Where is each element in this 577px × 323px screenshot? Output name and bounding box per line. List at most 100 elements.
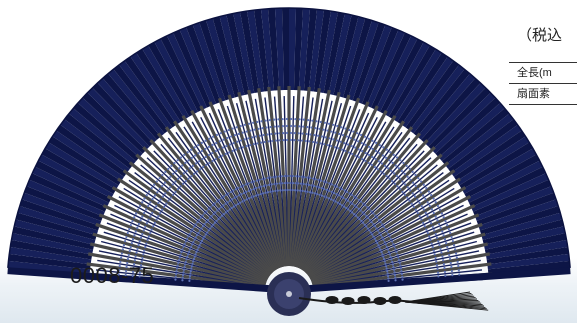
- lace-dot: [179, 156, 183, 159]
- fan-segment: [431, 92, 496, 154]
- lace-dot: [358, 218, 361, 221]
- lace-dot: [139, 236, 143, 239]
- lace-dot: [451, 274, 454, 277]
- lace-dot: [318, 186, 321, 189]
- lace-dot: [173, 161, 176, 165]
- lace-dot: [247, 189, 250, 192]
- lace-dot: [414, 173, 417, 177]
- lace-dot: [237, 186, 240, 189]
- lace-dot: [215, 133, 219, 137]
- lace-dot: [400, 169, 403, 173]
- lace-dot: [141, 256, 144, 260]
- lace-dot: [277, 175, 281, 178]
- fan-rib: [300, 114, 397, 271]
- lace-dot: [452, 244, 456, 247]
- lace-dot: [259, 192, 262, 196]
- lace-dot: [354, 154, 357, 157]
- fan-segment: [487, 253, 570, 270]
- lace-dot: [283, 174, 286, 178]
- lace-dot: [153, 221, 156, 224]
- lace-dot: [228, 208, 231, 211]
- fan-segment: [453, 130, 526, 182]
- lace-dot: [145, 208, 148, 211]
- fan-segment: [267, 8, 280, 91]
- lace-dot: [285, 117, 288, 121]
- lace-dot: [128, 249, 131, 253]
- lace-dot: [342, 196, 345, 200]
- lace-dot: [340, 204, 344, 207]
- lace-dot: [418, 215, 421, 218]
- fan-rib: [305, 153, 443, 276]
- lace-dot: [258, 134, 261, 137]
- lace-dot: [197, 246, 200, 249]
- lace-dot: [356, 216, 359, 219]
- lace-dot: [340, 195, 343, 198]
- lace-dot: [184, 260, 187, 264]
- fan-segment: [482, 219, 564, 245]
- lace-dot: [398, 261, 401, 264]
- lace-dot: [258, 178, 261, 181]
- lace-dot: [320, 187, 323, 190]
- lace-dot: [439, 247, 442, 250]
- lace-dot: [431, 225, 434, 228]
- lace-dot: [347, 208, 350, 211]
- lace-dot: [394, 279, 397, 282]
- lace-dot: [188, 274, 192, 278]
- lace-dot: [398, 188, 402, 191]
- lace-dot: [386, 272, 389, 275]
- lace-dot: [284, 188, 287, 192]
- lace-dot: [400, 270, 403, 273]
- lace-dot: [137, 222, 140, 226]
- lace-dot: [239, 139, 243, 142]
- lace-dot: [345, 190, 349, 194]
- lace-dot: [332, 138, 335, 141]
- lace-dot: [332, 123, 335, 126]
- lace-dot: [412, 205, 415, 208]
- lace-dot: [254, 135, 258, 138]
- lace-dot: [419, 191, 422, 194]
- lace-dot: [433, 229, 436, 232]
- lace-dot: [281, 189, 284, 192]
- lace-dot: [305, 132, 308, 136]
- lace-dot: [333, 184, 336, 187]
- lace-dot: [228, 151, 231, 154]
- lace-dot: [266, 133, 269, 136]
- lace-dot: [299, 189, 302, 192]
- tassel-bead: [388, 296, 402, 304]
- lace-dot: [204, 155, 207, 159]
- lace-dot: [271, 190, 275, 193]
- lace-dot: [256, 142, 259, 145]
- lace-dot: [219, 132, 222, 135]
- lace-dot: [272, 175, 275, 179]
- lace-dot: [349, 201, 352, 204]
- lace-dot: [163, 205, 166, 208]
- lace-dot: [340, 148, 344, 151]
- lace-dot: [438, 222, 441, 226]
- lace-dot: [231, 149, 234, 153]
- fan-segment: [52, 130, 125, 182]
- lace-dot: [126, 257, 130, 261]
- lace-dot: [385, 230, 388, 233]
- fan-rib: [304, 139, 429, 274]
- lace-dot: [275, 182, 279, 185]
- lace-dot: [444, 220, 447, 223]
- lace-dot: [190, 265, 193, 268]
- fan-tassel: [298, 291, 489, 311]
- lace-dot: [322, 180, 325, 183]
- fan-rib: [295, 97, 361, 268]
- lace-dot: [250, 196, 253, 199]
- lace-dot: [317, 178, 320, 181]
- lace-dot: [139, 219, 142, 222]
- lace-dot: [174, 190, 177, 194]
- lace-dot: [273, 182, 276, 186]
- lace-dot: [418, 201, 421, 204]
- lace-dot: [165, 202, 168, 205]
- lace-dot: [388, 235, 391, 238]
- lace-dot: [385, 267, 388, 270]
- fan-rib: [181, 114, 278, 271]
- lace-dot: [422, 183, 425, 186]
- fan-segment: [154, 38, 198, 115]
- lace-dot: [335, 193, 338, 196]
- fan-rib: [308, 186, 467, 280]
- lace-dot: [153, 208, 156, 211]
